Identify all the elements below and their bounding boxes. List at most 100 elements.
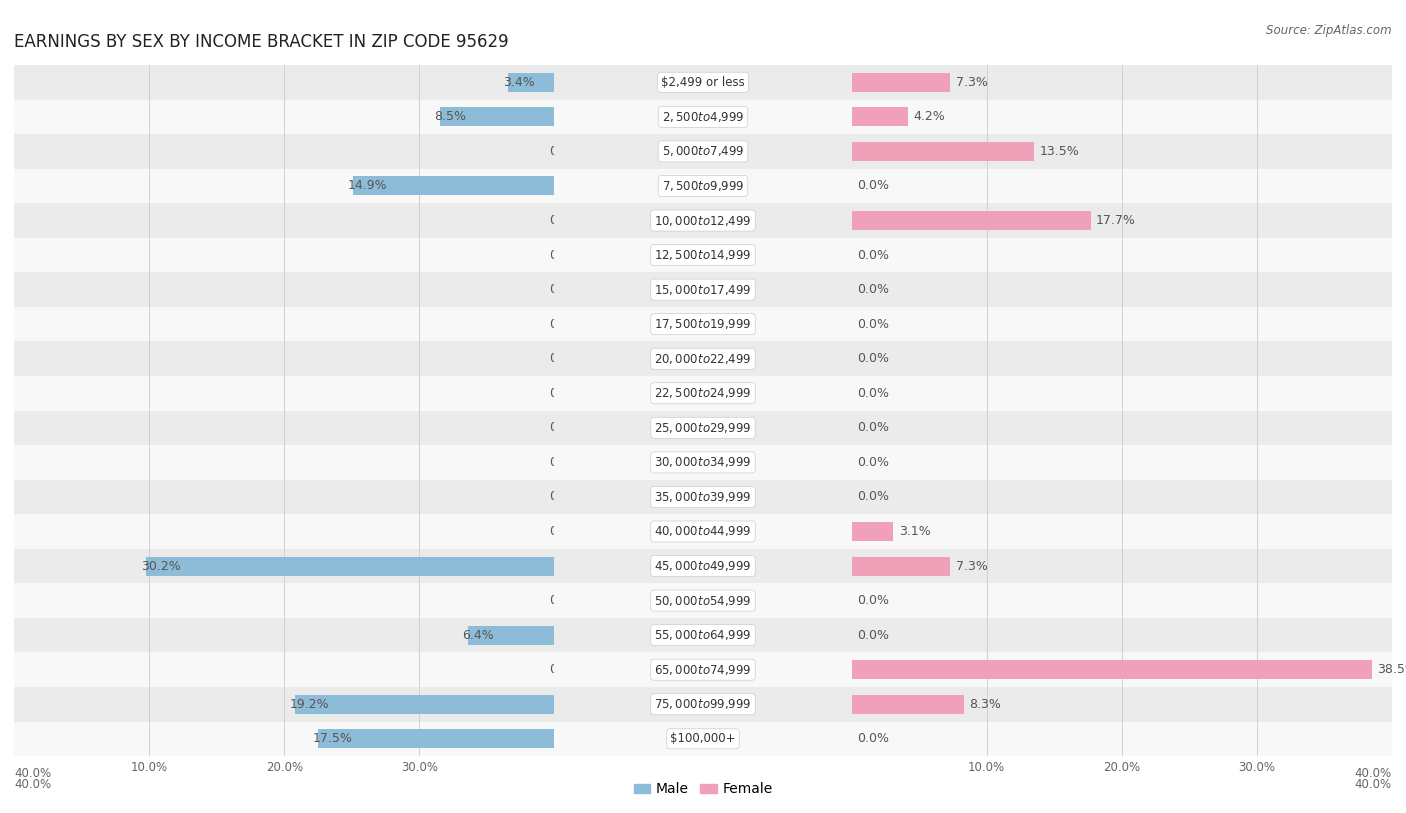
Bar — [468, 626, 554, 645]
Text: 40.0%: 40.0% — [14, 767, 51, 780]
Bar — [14, 99, 554, 134]
Text: 40.0%: 40.0% — [1355, 767, 1392, 780]
Text: $40,000 to $44,999: $40,000 to $44,999 — [654, 524, 752, 538]
Bar — [852, 134, 1392, 168]
Bar — [14, 65, 554, 99]
Bar — [14, 411, 554, 445]
Bar — [14, 203, 554, 237]
Text: $7,500 to $9,999: $7,500 to $9,999 — [662, 179, 744, 193]
Text: $2,499 or less: $2,499 or less — [661, 76, 745, 89]
Bar — [353, 176, 554, 195]
Bar — [554, 687, 852, 722]
Bar — [14, 687, 554, 722]
Bar — [852, 652, 1392, 687]
Text: 0.0%: 0.0% — [858, 456, 889, 469]
Bar — [554, 272, 852, 307]
Text: $5,000 to $7,499: $5,000 to $7,499 — [662, 145, 744, 159]
Text: $17,500 to $19,999: $17,500 to $19,999 — [654, 317, 752, 331]
Bar — [14, 376, 554, 411]
Text: 0.0%: 0.0% — [548, 145, 581, 158]
Text: EARNINGS BY SEX BY INCOME BRACKET IN ZIP CODE 95629: EARNINGS BY SEX BY INCOME BRACKET IN ZIP… — [14, 33, 509, 50]
Bar — [554, 237, 852, 272]
Text: 6.4%: 6.4% — [463, 628, 495, 641]
Legend: Male, Female: Male, Female — [628, 777, 778, 802]
Text: $75,000 to $99,999: $75,000 to $99,999 — [654, 698, 752, 711]
Bar — [554, 549, 852, 583]
Bar — [554, 307, 852, 341]
Text: 3.4%: 3.4% — [503, 76, 534, 89]
Text: 0.0%: 0.0% — [548, 387, 581, 400]
Bar — [852, 272, 1392, 307]
Bar — [554, 411, 852, 445]
Text: $15,000 to $17,499: $15,000 to $17,499 — [654, 283, 752, 297]
Bar — [14, 618, 554, 652]
Text: $2,500 to $4,999: $2,500 to $4,999 — [662, 110, 744, 124]
Text: $35,000 to $39,999: $35,000 to $39,999 — [654, 490, 752, 504]
Text: 0.0%: 0.0% — [858, 594, 889, 607]
Bar — [852, 376, 1392, 411]
Text: $10,000 to $12,499: $10,000 to $12,499 — [654, 214, 752, 228]
Text: 0.0%: 0.0% — [548, 249, 581, 262]
Bar — [852, 722, 1392, 756]
Text: 38.5%: 38.5% — [1376, 663, 1406, 676]
Bar — [852, 73, 950, 92]
Text: $55,000 to $64,999: $55,000 to $64,999 — [654, 628, 752, 642]
Bar — [852, 687, 1392, 722]
Text: 0.0%: 0.0% — [858, 283, 889, 296]
Bar — [852, 618, 1392, 652]
Text: 0.0%: 0.0% — [548, 421, 581, 434]
Text: 0.0%: 0.0% — [548, 283, 581, 296]
Text: 0.0%: 0.0% — [548, 525, 581, 538]
Bar — [146, 557, 554, 576]
Text: $20,000 to $22,499: $20,000 to $22,499 — [654, 352, 752, 366]
Text: $30,000 to $34,999: $30,000 to $34,999 — [654, 455, 752, 469]
Text: $25,000 to $29,999: $25,000 to $29,999 — [654, 421, 752, 435]
Text: $100,000+: $100,000+ — [671, 733, 735, 746]
Bar — [295, 695, 554, 714]
Bar — [852, 557, 950, 576]
Text: 0.0%: 0.0% — [858, 421, 889, 434]
Bar — [554, 341, 852, 376]
Bar — [852, 99, 1392, 134]
Text: 0.0%: 0.0% — [548, 490, 581, 503]
Bar — [14, 134, 554, 168]
Bar — [14, 272, 554, 307]
Text: 7.3%: 7.3% — [956, 76, 987, 89]
Text: 0.0%: 0.0% — [858, 318, 889, 331]
Text: 8.3%: 8.3% — [969, 698, 1001, 711]
Bar — [14, 445, 554, 480]
Bar — [852, 203, 1392, 237]
Bar — [14, 652, 554, 687]
Bar — [852, 411, 1392, 445]
Text: 17.5%: 17.5% — [312, 733, 353, 746]
Bar — [852, 660, 1372, 679]
Bar — [554, 514, 852, 549]
Bar — [852, 142, 1033, 161]
Text: 17.7%: 17.7% — [1097, 214, 1136, 227]
Text: $50,000 to $54,999: $50,000 to $54,999 — [654, 593, 752, 607]
Text: 0.0%: 0.0% — [548, 663, 581, 676]
Bar — [852, 211, 1091, 230]
Text: $65,000 to $74,999: $65,000 to $74,999 — [654, 663, 752, 676]
Text: 3.1%: 3.1% — [898, 525, 931, 538]
Bar — [554, 376, 852, 411]
Text: 0.0%: 0.0% — [858, 180, 889, 193]
Text: 0.0%: 0.0% — [858, 490, 889, 503]
Text: 0.0%: 0.0% — [548, 594, 581, 607]
Text: 0.0%: 0.0% — [548, 352, 581, 365]
Bar — [14, 722, 554, 756]
Bar — [852, 307, 1392, 341]
Bar — [554, 168, 852, 203]
Bar — [14, 307, 554, 341]
Text: $45,000 to $49,999: $45,000 to $49,999 — [654, 559, 752, 573]
Text: 14.9%: 14.9% — [347, 180, 387, 193]
Bar — [509, 73, 554, 92]
Text: 0.0%: 0.0% — [858, 733, 889, 746]
Bar — [852, 65, 1392, 99]
Bar — [554, 583, 852, 618]
Text: 40.0%: 40.0% — [14, 778, 51, 791]
Bar — [852, 514, 1392, 549]
Bar — [852, 107, 908, 126]
Bar — [852, 522, 893, 541]
Bar — [14, 549, 554, 583]
